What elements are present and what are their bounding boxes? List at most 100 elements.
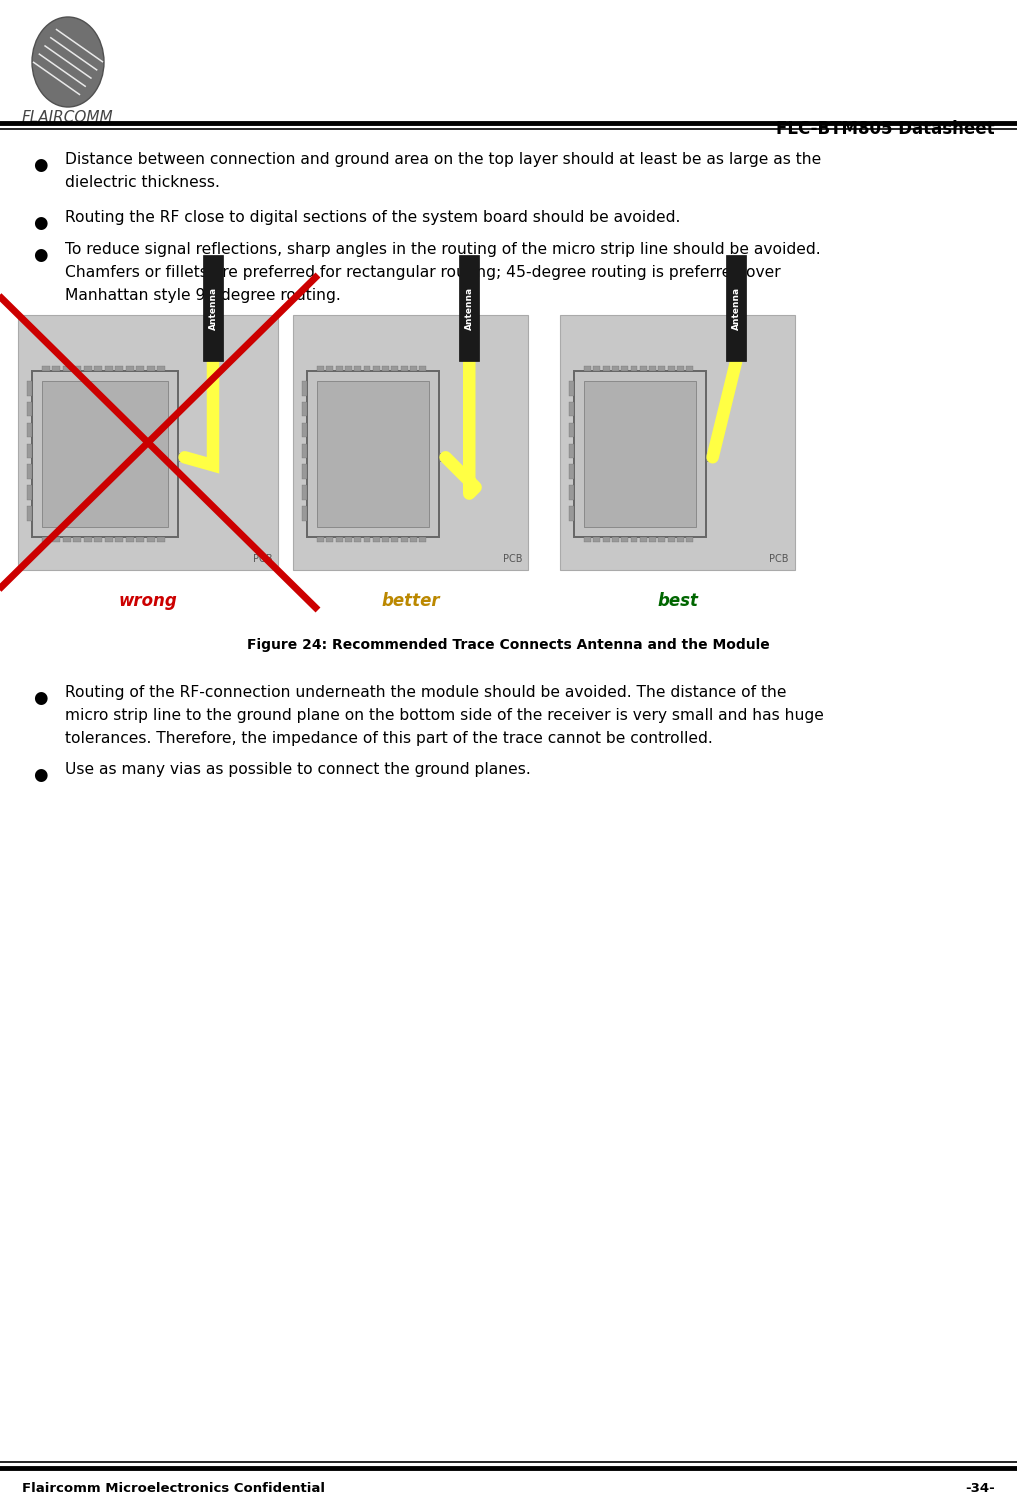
Bar [203,255,223,360]
Bar [668,366,674,371]
Bar [27,423,32,437]
Bar [27,402,32,416]
Text: Antenna: Antenna [732,287,740,330]
Bar [326,537,334,542]
Bar [658,366,665,371]
Bar [136,537,144,542]
Bar [569,423,574,437]
Text: Routing the RF close to digital sections of the system board should be avoided.: Routing the RF close to digital sections… [65,210,680,225]
Bar [658,537,665,542]
Bar [649,366,656,371]
Bar [382,537,390,542]
Bar [336,366,343,371]
Text: Routing of the RF-connection underneath the module should be avoided. The distan: Routing of the RF-connection underneath … [65,684,786,699]
Bar [178,453,185,461]
Bar [63,537,71,542]
Bar [354,537,361,542]
Bar [410,537,417,542]
Bar [612,537,619,542]
Bar [668,537,674,542]
Text: To reduce signal reflections, sharp angles in the routing of the micro strip lin: To reduce signal reflections, sharp angl… [65,242,821,257]
Bar [603,537,609,542]
Text: micro strip line to the ground plane on the bottom side of the receiver is very : micro strip line to the ground plane on … [65,708,824,723]
Text: PCB: PCB [502,554,522,564]
Bar [27,444,32,458]
Bar [53,366,60,371]
Bar [115,537,123,542]
Bar [392,537,399,542]
Bar [612,366,619,371]
Bar [32,371,178,537]
Bar [27,485,32,500]
Bar [569,381,574,396]
Bar [302,485,307,500]
Bar [126,366,133,371]
Bar [621,537,629,542]
Bar [593,366,600,371]
Bar [317,537,324,542]
Text: dielectric thickness.: dielectric thickness. [65,176,220,191]
Bar [53,537,60,542]
Bar [686,366,694,371]
Bar [302,423,307,437]
Bar [63,366,71,371]
Bar [302,381,307,396]
Bar [146,537,155,542]
Bar [677,537,684,542]
Bar [42,381,168,527]
Text: Figure 24: Recommended Trace Connects Antenna and the Module: Figure 24: Recommended Trace Connects An… [247,638,770,651]
Bar [410,366,417,371]
Bar [317,366,324,371]
Bar [419,537,426,542]
Bar [363,366,370,371]
Bar [726,255,746,360]
Text: Chamfers or fillets are preferred for rectangular routing; 45-degree routing is : Chamfers or fillets are preferred for re… [65,266,781,281]
Bar [603,366,609,371]
Text: tolerances. Therefore, the impedance of this part of the trace cannot be control: tolerances. Therefore, the impedance of … [65,731,713,746]
Bar [115,366,123,371]
Bar [438,453,445,461]
Bar [460,255,479,360]
Bar [363,537,370,542]
Bar [27,506,32,521]
Text: -34-: -34- [965,1481,995,1495]
Bar [83,537,92,542]
Text: PCB: PCB [252,554,272,564]
Bar [574,371,706,537]
Bar [73,366,81,371]
Bar [649,537,656,542]
Bar [401,366,408,371]
Bar [593,537,600,542]
Bar [706,453,713,461]
Bar [640,537,647,542]
Bar [569,506,574,521]
Text: Antenna: Antenna [465,287,474,330]
Bar [584,537,591,542]
Bar [560,315,795,570]
Bar [419,366,426,371]
Text: ●: ● [33,766,47,784]
Text: ●: ● [33,215,47,233]
Text: ●: ● [33,689,47,707]
Bar [584,381,696,527]
Text: FLC-BTM805 Datasheet: FLC-BTM805 Datasheet [776,120,995,138]
Bar [336,537,343,542]
Text: better: better [381,591,439,609]
Bar [631,537,638,542]
Bar [136,366,144,371]
Bar [302,444,307,458]
Text: Use as many vias as possible to connect the ground planes.: Use as many vias as possible to connect … [65,763,531,778]
Bar [401,537,408,542]
Bar [302,506,307,521]
Bar [302,402,307,416]
Bar [105,366,113,371]
Bar [569,402,574,416]
Bar [73,537,81,542]
Bar [126,537,133,542]
Bar [95,366,102,371]
Bar [686,537,694,542]
Bar [584,366,591,371]
Bar [640,366,647,371]
Bar [27,381,32,396]
Bar [392,366,399,371]
